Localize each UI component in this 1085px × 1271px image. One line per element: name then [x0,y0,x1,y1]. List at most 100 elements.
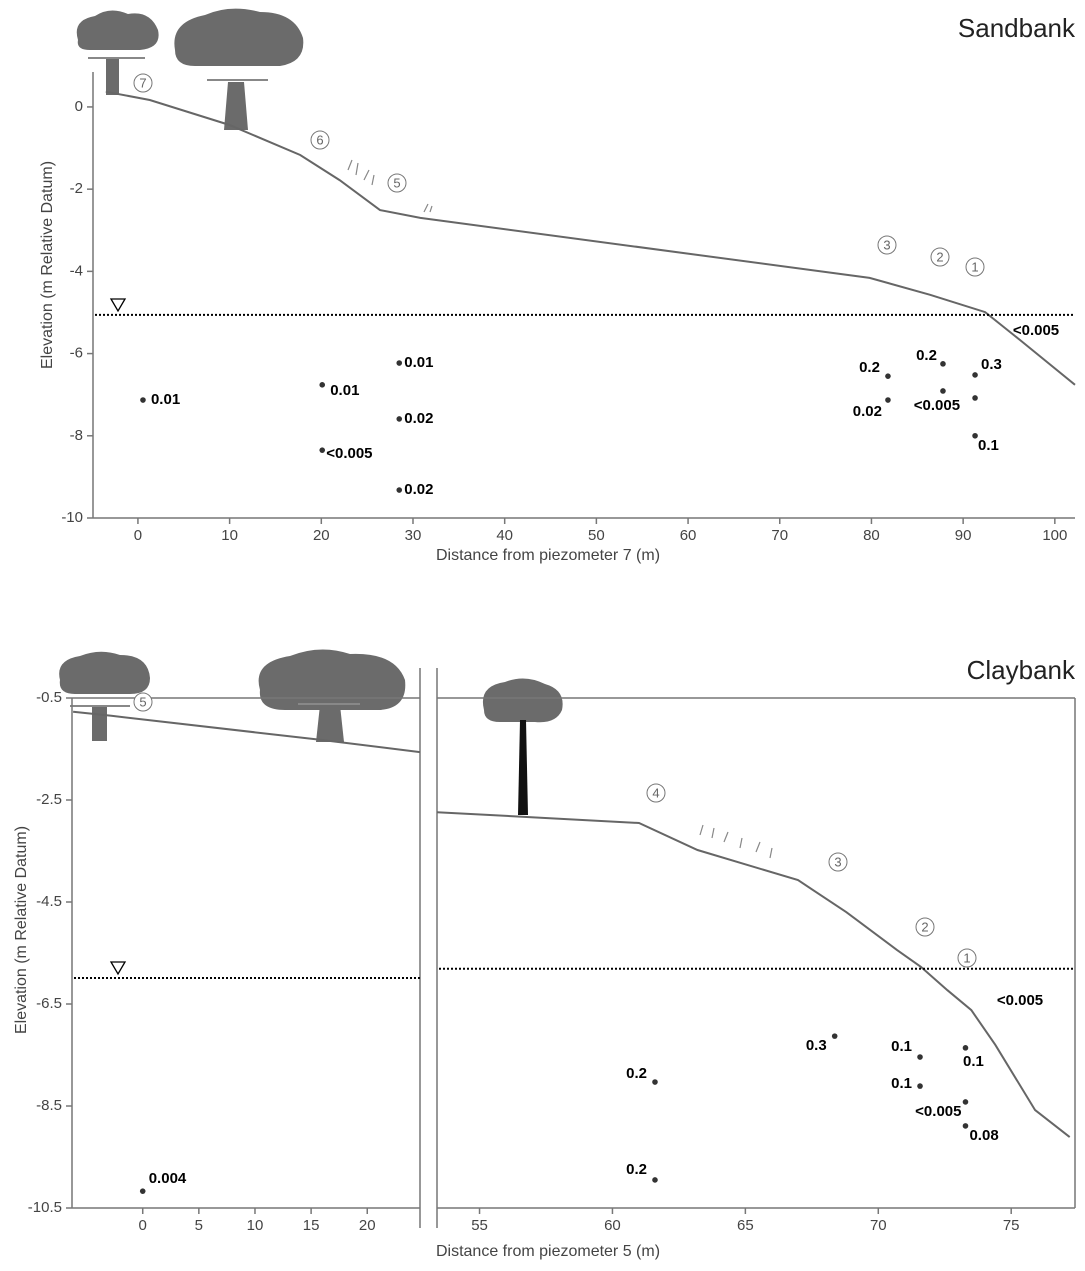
piezometer-point [962,1099,969,1105]
x-tick-label: 65 [737,1217,754,1234]
station-label: 2 [921,919,928,934]
point-label: 0.004 [149,1170,187,1187]
station-circle [957,948,977,968]
x-tick-label: 10 [221,527,238,544]
point-label: 0.1 [963,1053,984,1070]
surface-label: <0.005 [1013,322,1059,339]
x-tick-label: 0 [134,527,142,544]
piezometer-point [885,397,891,403]
piezometer-point [917,1054,923,1060]
station-label: 3 [883,237,890,252]
x-tick-label: 50 [588,527,605,544]
y-tick-label: -2 [70,180,83,197]
y-tick-label: -6.5 [36,995,62,1012]
x-tick-label: 10 [247,1217,264,1234]
piezometer-point [652,1177,658,1183]
tree-icons [59,8,563,815]
station-circle [877,235,897,255]
piezometer-point [972,395,978,401]
piezometer-point [885,373,891,379]
station-label: 3 [834,854,841,869]
x-tick-label: 100 [1042,527,1067,544]
point-label: 0.1 [891,1075,912,1092]
piezometer-point [972,372,978,378]
piezometer-point [962,1123,969,1129]
piezometer-point [396,487,403,493]
y-tick-label: -10 [61,509,83,526]
x-tick-label: 80 [863,527,880,544]
x-tick-label: 30 [405,527,422,544]
point-label: 0.3 [981,356,1002,373]
piezometer-point [917,1083,923,1089]
point-label: 0.01 [330,382,359,399]
water-table-symbol [109,298,127,313]
x-axis-label: Distance from piezometer 5 (m) [436,1243,660,1260]
piezometer-point [139,1188,146,1194]
piezometer-point [831,1033,838,1039]
x-tick-label: 70 [870,1217,887,1234]
y-tick-label: -8.5 [36,1097,62,1114]
x-tick-label: 55 [471,1217,488,1234]
point-label: 0.3 [806,1037,827,1054]
piezometer-point [140,397,146,403]
point-label: 0.2 [916,347,937,364]
chart-title: Sandbank [958,13,1076,43]
point-label: 0.08 [969,1127,998,1144]
point-label: 0.01 [404,354,433,371]
station-circle [646,783,666,803]
point-label: 0.2 [626,1065,647,1082]
water-table-symbol [109,961,127,976]
station-label: 5 [393,175,400,190]
piezometer-point [940,361,946,367]
chart-title: Claybank [967,655,1076,685]
x-tick-label: 70 [771,527,788,544]
station-circle [133,73,153,93]
ground-profile [72,710,421,754]
point-label: 0.2 [626,1161,647,1178]
station-label: 5 [139,694,146,709]
y-tick-label: -6 [70,345,83,362]
piezometer-point [319,382,326,388]
x-tick-label: 75 [1003,1217,1020,1234]
point-label: 0.02 [404,481,433,498]
station-circle [965,257,985,277]
y-tick-label: -4.5 [36,893,62,910]
point-label: <0.005 [915,1103,961,1120]
grass-icons [347,159,773,859]
station-circle [133,692,153,712]
point-label: 0.02 [404,410,433,427]
point-label: 0.1 [891,1038,912,1055]
piezometer-point [396,416,403,422]
station-label: 7 [139,75,146,90]
x-tick-label: 20 [359,1217,376,1234]
y-axis-label: Elevation (m Relative Datum) [13,826,30,1034]
station-circle [387,173,407,193]
point-label: <0.005 [326,445,372,462]
x-tick-label: 60 [604,1217,621,1234]
x-tick-label: 0 [139,1217,147,1234]
piezometer-point [396,360,403,366]
ground-profile [105,90,1076,386]
station-circle [930,247,950,267]
station-circle [915,917,935,937]
y-tick-label: 0 [75,98,83,115]
piezometer-point [319,447,326,453]
station-label: 2 [936,249,943,264]
station-label: 1 [963,950,970,965]
point-label: <0.005 [914,397,960,414]
x-tick-label: 20 [313,527,330,544]
y-tick-label: -10.5 [28,1199,62,1216]
station-label: 6 [316,132,323,147]
y-tick-label: -4 [70,262,83,279]
y-tick-label: -8 [70,427,83,444]
station-circle [828,852,848,872]
x-tick-label: 60 [680,527,697,544]
station-label: 4 [652,785,659,800]
point-label: 0.02 [853,403,882,420]
x-tick-label: 5 [195,1217,203,1234]
piezometer-point [652,1079,658,1085]
point-label: 0.2 [859,359,880,376]
piezometer-point [972,432,978,439]
point-label: 0.01 [151,391,180,408]
